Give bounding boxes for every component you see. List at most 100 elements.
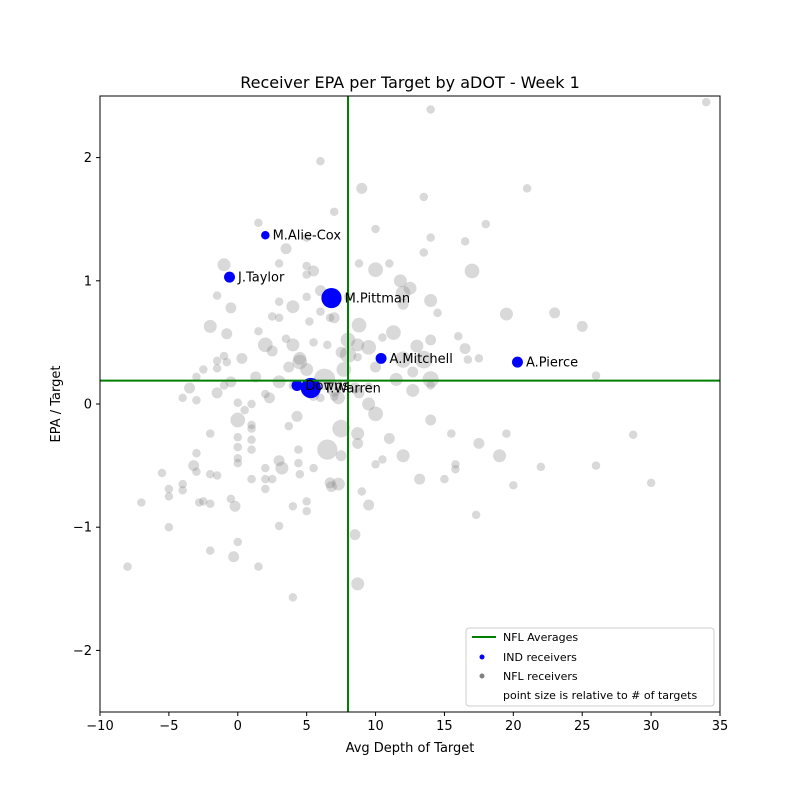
nfl-receiver-point [378, 333, 387, 342]
nfl-receiver-point [425, 334, 437, 346]
nfl-receiver-point [316, 157, 325, 166]
nfl-receiver-point [230, 412, 246, 428]
nfl-receiver-point [324, 477, 336, 489]
nfl-receiver-point [205, 469, 215, 479]
nfl-receiver-point [302, 497, 311, 506]
nfl-receiver-point [164, 522, 174, 532]
nfl-receiver-point [266, 345, 278, 357]
ind-receiver-point [291, 380, 303, 391]
nfl-receiver-point [178, 393, 187, 403]
nfl-receiver-point [302, 261, 311, 271]
nfl-receiver-point [397, 298, 409, 310]
ind-receiver-point [261, 230, 270, 240]
nfl-receiver-point [267, 312, 277, 321]
nfl-receiver-point [440, 474, 449, 484]
legend-box [465, 627, 715, 707]
nfl-receiver-point [219, 381, 229, 390]
nfl-receiver-point [261, 484, 270, 494]
nfl-receiver-point [419, 248, 429, 257]
nfl-receiver-point [261, 389, 270, 399]
nfl-receiver-point [549, 307, 561, 319]
nfl-receiver-point [192, 372, 201, 382]
nfl-receiver-point [261, 474, 270, 484]
nfl-receiver-point [371, 224, 380, 234]
nfl-receiver-point [502, 429, 511, 438]
nfl-receiver-point [451, 465, 460, 474]
nfl-receiver-point [205, 546, 215, 555]
nfl-receiver-point [137, 498, 146, 507]
nfl-receiver-point [309, 463, 318, 473]
nfl-receiver-point [576, 320, 588, 332]
nfl-receiver-point [383, 433, 395, 444]
nfl-receiver-point [323, 340, 332, 350]
nfl-receiver-point [370, 361, 382, 373]
nfl-receiver-point [217, 258, 231, 272]
nfl-receiver-point [378, 455, 387, 464]
legend-label-point-size-note: point size is relative to # of targets [503, 689, 697, 702]
ind-receiver-point [224, 271, 235, 283]
nfl-receiver-point [425, 414, 437, 426]
x-tick-label: 10 [367, 719, 384, 734]
nfl-receiver-point [247, 424, 256, 433]
nfl-receiver-point [184, 382, 196, 394]
y-tick-label: −1 [73, 521, 92, 536]
nfl-receiver-point [283, 361, 295, 373]
nfl-receiver-point [351, 338, 365, 352]
nfl-receiver-point [362, 397, 376, 411]
nfl-receiver-point [247, 420, 256, 430]
nfl-receiver-point [178, 485, 187, 495]
nfl-receiver-point [291, 410, 303, 422]
x-tick-label: 5 [303, 719, 311, 734]
nfl-receiver-point [509, 481, 518, 490]
nfl-receiver-point [178, 479, 187, 489]
nfl-receiver-point [463, 355, 473, 364]
nfl-receiver-point [300, 363, 314, 376]
nfl-receiver-point [353, 352, 362, 362]
x-tick-label: 20 [505, 719, 522, 734]
nfl-receiver-point [273, 455, 285, 467]
nfl-receiver-point [331, 391, 345, 405]
nfl-receiver-point [329, 392, 339, 401]
nfl-receiver-point [351, 577, 365, 591]
nfl-receiver-point [352, 437, 364, 449]
ind-receiver-label: J.Taylor [237, 271, 285, 286]
ind-receiver-point [321, 287, 342, 309]
nfl-receiver-point [371, 460, 380, 469]
nfl-receiver-point [267, 474, 277, 484]
ind-receiver-label: Downs [305, 379, 349, 394]
nfl-receiver-point [354, 259, 364, 268]
nfl-receiver-point [464, 263, 480, 279]
nfl-receiver-point [188, 460, 200, 472]
nfl-receiver-point [212, 364, 222, 373]
ind-receiver-point [511, 356, 523, 368]
legend-marker-ind-receivers [479, 654, 485, 660]
nfl-receiver-point [393, 274, 407, 288]
nfl-receiver-point [591, 371, 601, 380]
nfl-receiver-point [414, 473, 426, 485]
nfl-receiver-point [426, 381, 435, 390]
ind-receiver-points [224, 230, 523, 399]
nfl-receiver-point [433, 308, 442, 318]
y-axis-ticks: −2 −1 0 1 2 [73, 151, 100, 659]
nfl-receiver-point [164, 492, 174, 501]
nfl-receiver-point [295, 469, 305, 479]
nfl-receiver-point [335, 346, 347, 358]
nfl-receiver-point [302, 270, 311, 279]
x-tick-label: −5 [159, 719, 178, 734]
nfl-receiver-point [414, 350, 433, 369]
nfl-receiver-point [447, 429, 456, 438]
nfl-receiver-point [453, 331, 463, 341]
nfl-receiver-point [205, 499, 215, 509]
nfl-receiver-point [164, 484, 174, 494]
nfl-receiver-point [407, 366, 419, 378]
nfl-receiver-points [123, 97, 711, 602]
ind-receiver-point [375, 352, 387, 364]
nfl-receiver-point [233, 537, 243, 547]
nfl-receiver-point [349, 382, 361, 394]
y-tick-label: 0 [84, 398, 92, 413]
nfl-receiver-point [591, 461, 601, 470]
nfl-receiver-point [329, 207, 339, 217]
nfl-receiver-point [357, 487, 367, 496]
nfl-receiver-point [426, 105, 435, 114]
